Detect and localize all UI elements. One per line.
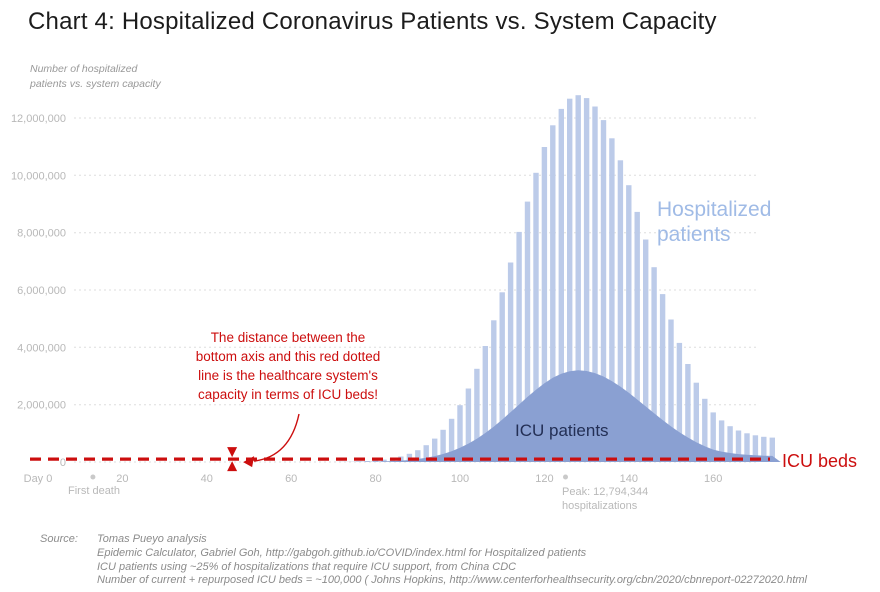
hospitalized-bars [356, 95, 775, 463]
y-tick-label: 8,000,000 [17, 228, 66, 240]
bar [592, 106, 598, 462]
note-arrow [254, 413, 300, 462]
y-tick-label: 2,000,000 [17, 400, 66, 412]
x-tick-label: Day 0 [24, 473, 53, 485]
x-tick-label: 160 [704, 473, 722, 485]
source-line: Epidemic Calculator, Gabriel Goh, http:/… [97, 546, 587, 559]
icu-area [308, 370, 781, 462]
bar [381, 459, 387, 462]
capacity-marker-bottom [227, 461, 238, 472]
first-death-label: First death [68, 485, 120, 497]
bar [752, 435, 759, 462]
icu-patients-label: ICU patients [515, 421, 609, 440]
chart-title: Chart 4: Hospitalized Coronavirus Patien… [28, 8, 717, 35]
bar [491, 320, 497, 462]
bar [533, 172, 539, 463]
bar [617, 160, 624, 463]
x-tick-label: 80 [369, 473, 381, 485]
bar [609, 138, 615, 463]
source-block: Tomas Pueyo analysis Epidemic Calculator… [97, 533, 807, 588]
capacity-note: The distance between the bottom axis and… [195, 330, 381, 403]
bar [356, 461, 362, 462]
bar [634, 211, 640, 462]
bar [761, 436, 767, 462]
bar [744, 433, 750, 462]
bar [575, 95, 581, 462]
x-tick-label: 100 [451, 473, 469, 485]
peak-dot [563, 474, 568, 480]
bar [651, 267, 657, 462]
bar [541, 147, 548, 462]
bar [710, 412, 716, 462]
bar [769, 437, 775, 462]
bar [432, 438, 438, 462]
y-axis-note: Number of hospitalized patients vs. syst… [30, 63, 161, 90]
y-tick-label: 10,000,000 [11, 170, 66, 182]
y-tick-label: 4,000,000 [17, 342, 66, 354]
bar [718, 420, 725, 462]
x-tick-label: 60 [285, 473, 297, 485]
bar [372, 460, 379, 462]
bar [440, 429, 446, 462]
source-line: Number of current + repurposed ICU beds … [97, 574, 807, 587]
y-tick-label: 6,000,000 [17, 285, 66, 297]
bar [702, 398, 708, 462]
peak-label: Peak: 12,794,344 hospitalizations [562, 486, 649, 513]
bar [507, 262, 514, 462]
bar [474, 368, 480, 462]
bar [482, 346, 488, 462]
source-line: Tomas Pueyo analysis [97, 533, 207, 545]
hospitalized-patients-label: Hospitalized patients [657, 198, 772, 246]
bar [448, 418, 455, 462]
x-tick-label: 120 [535, 473, 553, 485]
source-label: Source: [40, 533, 78, 545]
bar [693, 382, 699, 462]
capacity-marker-top [227, 447, 238, 458]
note-arrowhead [243, 456, 255, 468]
x-axis-labels: Day 0 20 40 60 80 100 120 140 160 [24, 473, 723, 485]
x-tick-label: 140 [620, 473, 638, 485]
source-line: ICU patients using ~25% of hospitalizati… [97, 560, 517, 573]
bar [659, 294, 666, 462]
bar [423, 445, 429, 462]
bar [727, 426, 733, 462]
first-death-dot [90, 474, 96, 480]
y-tick-label: 12,000,000 [11, 113, 66, 125]
bar [685, 364, 691, 462]
bar [558, 108, 564, 463]
x-tick-label: 40 [201, 473, 213, 485]
y-tick-label: 0 [60, 457, 66, 469]
bar [524, 201, 531, 462]
bar [583, 98, 590, 462]
bar [643, 239, 649, 462]
bar [668, 319, 674, 462]
icu-beds-label: ICU beds [782, 451, 858, 471]
bar [567, 98, 573, 462]
bar [457, 405, 463, 462]
bar [676, 342, 683, 462]
bar [516, 231, 522, 462]
bar [465, 388, 472, 462]
bar [499, 292, 505, 462]
bar [364, 461, 370, 462]
bar [626, 185, 632, 462]
bar [415, 450, 421, 462]
bar [735, 430, 742, 462]
bar [550, 125, 556, 463]
x-tick-label: 20 [116, 473, 128, 485]
bar [600, 120, 607, 462]
